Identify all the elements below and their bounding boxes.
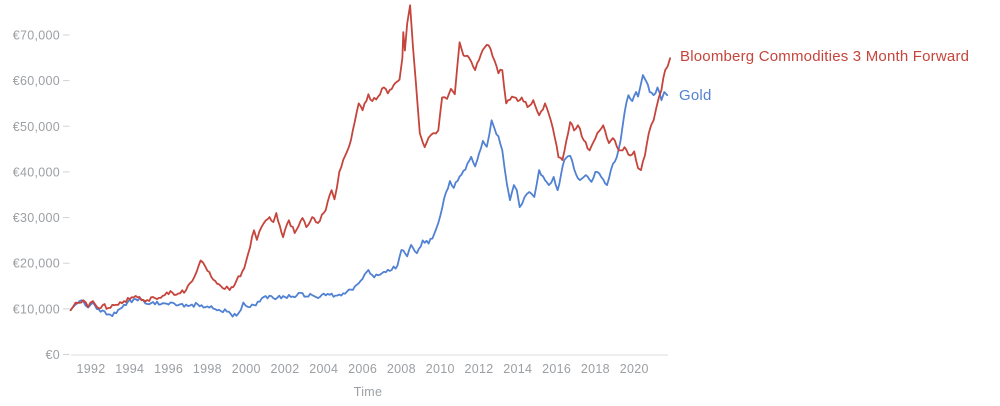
y-tick-label: €10,000 <box>13 302 60 316</box>
x-tick-label: 2010 <box>426 362 455 376</box>
x-tick-label: 1994 <box>115 362 144 376</box>
x-tick-label: 2004 <box>309 362 338 376</box>
legend-label-bloomberg-commodities: Bloomberg Commodities 3 Month Forward <box>680 48 970 65</box>
x-tick-label: 2012 <box>464 362 493 376</box>
x-tick-label: 2020 <box>620 362 649 376</box>
x-tick-label: 1992 <box>76 362 105 376</box>
x-axis-title: Time <box>354 385 383 399</box>
x-tick-label: 2006 <box>348 362 377 376</box>
y-tick-label: €50,000 <box>13 120 60 134</box>
x-tick-label: 1998 <box>193 362 222 376</box>
y-tick-label: €60,000 <box>13 74 60 88</box>
x-tick-label: 2018 <box>581 362 610 376</box>
x-tick-label: 2008 <box>387 362 416 376</box>
x-tick-label: 2000 <box>232 362 261 376</box>
y-tick-label: €20,000 <box>13 257 60 271</box>
legend-label-gold: Gold <box>679 87 712 104</box>
y-tick-label: €70,000 <box>13 28 60 42</box>
x-tick-label: 2014 <box>503 362 532 376</box>
y-tick-label: €40,000 <box>13 165 60 179</box>
x-tick-label: 1996 <box>154 362 183 376</box>
y-tick-label: €30,000 <box>13 211 60 225</box>
x-tick-label: 2016 <box>542 362 571 376</box>
y-tick-label: €0 <box>45 348 60 362</box>
series-line-gold <box>69 74 669 318</box>
series-line-bloomberg-commodities-3-month-forward <box>69 4 671 312</box>
x-tick-label: 2002 <box>270 362 299 376</box>
